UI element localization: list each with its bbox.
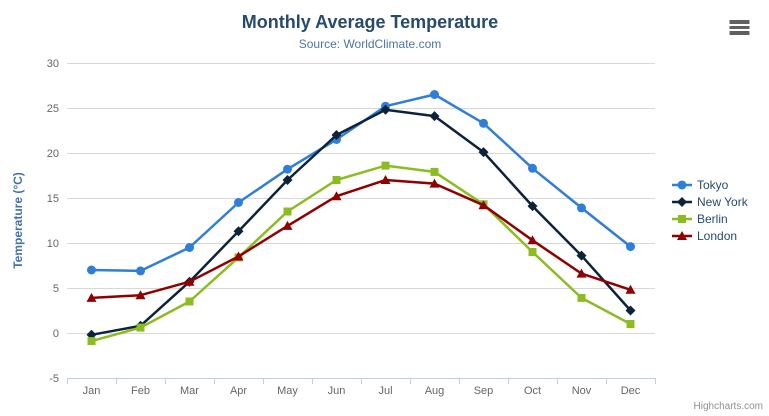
y-axis-tick-label: 20 bbox=[47, 148, 59, 160]
square-marker bbox=[136, 323, 145, 332]
x-axis-tick-label: Oct bbox=[524, 385, 541, 397]
legend-item-label: Tokyo bbox=[697, 177, 729, 192]
square-marker bbox=[332, 176, 341, 184]
circle-marker bbox=[677, 180, 687, 189]
legend-item-berlin[interactable]: Berlin bbox=[672, 210, 748, 227]
circle-marker bbox=[87, 265, 96, 275]
square-marker bbox=[678, 214, 686, 223]
circle-marker bbox=[479, 118, 488, 128]
x-axis-tick-label: Mar bbox=[180, 385, 199, 397]
x-axis-tick-label: Jul bbox=[378, 385, 392, 397]
triangle-marker bbox=[380, 175, 391, 184]
triangle-marker bbox=[135, 290, 146, 300]
triangle-marker bbox=[478, 200, 489, 210]
legend: Tokyo New York Berlin London bbox=[672, 176, 748, 244]
diamond-marker bbox=[282, 175, 293, 185]
x-axis-tick-label: Apr bbox=[230, 385, 247, 397]
x-axis-tick-label: Jan bbox=[83, 385, 101, 397]
square-marker bbox=[283, 207, 292, 216]
circle-marker bbox=[136, 266, 145, 276]
y-axis-tick-label: 5 bbox=[53, 283, 59, 295]
diamond-marker bbox=[331, 130, 342, 140]
square-legend-marker-icon bbox=[672, 214, 692, 223]
y-axis-tick-label: 10 bbox=[47, 238, 59, 250]
x-axis-tick-label: Feb bbox=[131, 385, 150, 397]
triangle-marker bbox=[233, 251, 244, 261]
square-marker bbox=[430, 167, 439, 176]
legend-item-tokyo[interactable]: Tokyo bbox=[672, 176, 748, 193]
circle-marker bbox=[528, 163, 537, 173]
series-london[interactable] bbox=[86, 175, 636, 302]
square-marker bbox=[185, 297, 194, 306]
legend-item-new-york[interactable]: New York bbox=[672, 193, 748, 210]
y-axis-tick-label: 30 bbox=[47, 58, 59, 70]
y-axis-title: Temperature (°C) bbox=[11, 172, 25, 269]
triangle-marker bbox=[527, 235, 538, 245]
circle-marker bbox=[626, 242, 635, 252]
triangle-marker bbox=[576, 268, 587, 278]
legend-item-label: London bbox=[697, 228, 738, 243]
hamburger-bar bbox=[729, 31, 750, 35]
y-axis-tick-label: 0 bbox=[53, 328, 59, 340]
y-axis-tick-label: 15 bbox=[47, 193, 59, 205]
square-marker bbox=[87, 337, 96, 346]
triangle-legend-marker-icon bbox=[672, 230, 692, 240]
legend-item-london[interactable]: London bbox=[672, 227, 748, 244]
diamond-marker bbox=[576, 250, 587, 261]
diamond-marker bbox=[478, 147, 489, 158]
hamburger-bar bbox=[729, 20, 750, 24]
diamond-marker bbox=[233, 226, 244, 237]
triangle-marker bbox=[282, 220, 293, 230]
circle-legend-marker-icon bbox=[672, 180, 692, 189]
triangle-marker bbox=[86, 292, 97, 302]
diamond-marker bbox=[429, 111, 440, 122]
circle-marker bbox=[185, 243, 194, 252]
series-new-york[interactable] bbox=[86, 104, 636, 340]
chart-subtitle: Source: WorldClimate.com bbox=[298, 37, 442, 51]
chart-title: Monthly Average Temperature bbox=[241, 12, 499, 32]
x-axis bbox=[67, 378, 656, 384]
triangle-marker bbox=[625, 284, 636, 294]
diamond-legend-marker-icon bbox=[672, 196, 692, 207]
x-axis-tick-label: Nov bbox=[572, 385, 592, 397]
square-marker bbox=[577, 293, 586, 302]
hamburger-bar bbox=[729, 25, 750, 29]
triangle-marker bbox=[331, 191, 342, 201]
circle-marker bbox=[283, 164, 292, 174]
circle-marker bbox=[430, 90, 439, 99]
square-marker bbox=[381, 161, 390, 170]
y-axis-tick-label: -5 bbox=[49, 373, 59, 385]
x-axis-tick-label: Dec bbox=[621, 385, 641, 397]
diamond-marker bbox=[677, 196, 687, 207]
square-marker bbox=[528, 248, 537, 256]
series-tokyo[interactable] bbox=[87, 90, 635, 276]
highcharts-credit[interactable]: Highcharts.com bbox=[693, 401, 763, 412]
triangle-marker bbox=[184, 276, 195, 286]
triangle-marker bbox=[429, 178, 440, 188]
x-axis-tick-label: Aug bbox=[425, 385, 445, 397]
x-axis-tick-label: Jun bbox=[328, 385, 346, 397]
gridlines bbox=[67, 63, 655, 379]
legend-item-label: New York bbox=[697, 194, 748, 209]
diamond-marker bbox=[380, 104, 391, 115]
circle-marker bbox=[234, 198, 243, 207]
legend-item-label: Berlin bbox=[697, 211, 728, 226]
diamond-marker bbox=[625, 305, 636, 316]
x-axis-tick-label: Sep bbox=[474, 385, 494, 397]
y-axis-tick-label: 25 bbox=[47, 103, 59, 115]
hamburger-menu-icon[interactable] bbox=[729, 20, 751, 37]
square-marker bbox=[626, 320, 635, 328]
triangle-marker bbox=[677, 230, 687, 240]
circle-marker bbox=[577, 203, 586, 213]
x-axis-tick-label: May bbox=[277, 385, 298, 397]
diamond-marker bbox=[527, 201, 538, 212]
